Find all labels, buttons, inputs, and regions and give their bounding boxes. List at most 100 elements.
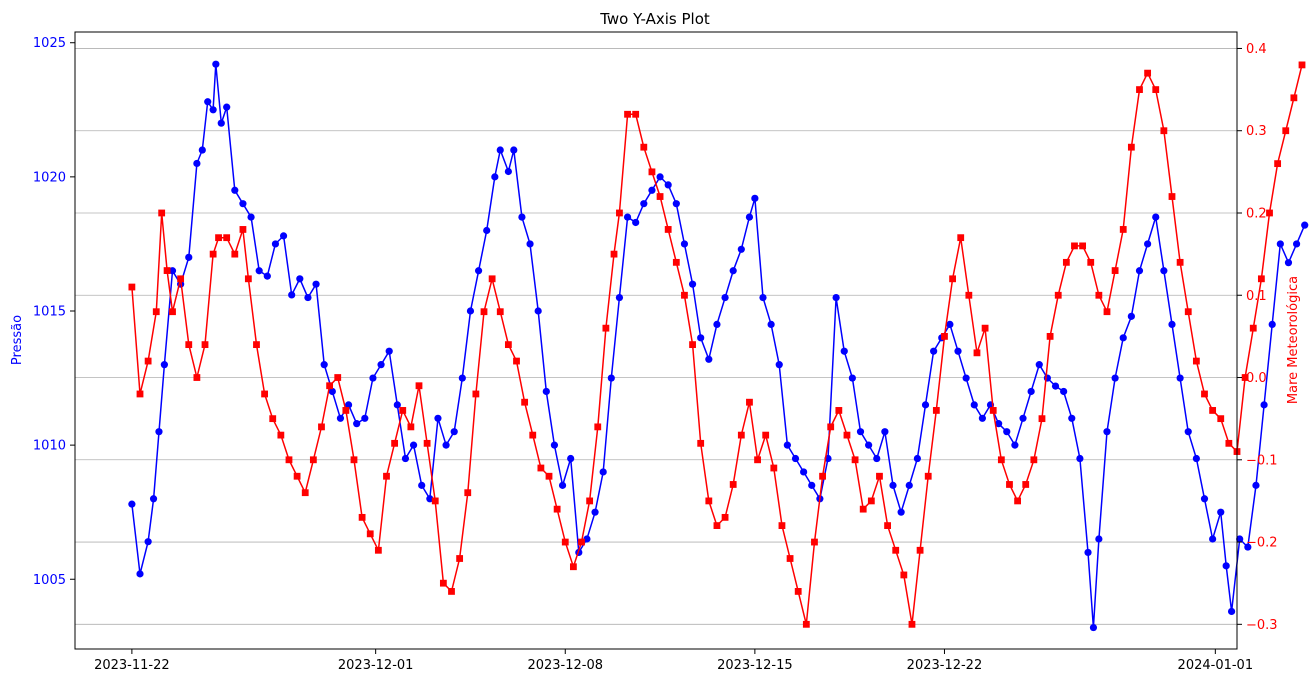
mare-point	[932, 407, 940, 414]
mare-point	[851, 456, 859, 464]
mare-point	[374, 546, 382, 554]
pressao-point	[1003, 428, 1011, 436]
mare-point	[1209, 407, 1217, 414]
mare-point	[293, 472, 301, 480]
mare-point	[1046, 332, 1054, 340]
pressao-point	[978, 414, 986, 422]
pressao-point	[783, 441, 791, 449]
mare-point	[656, 193, 664, 200]
y-right-tick-label: 0.1	[1246, 289, 1267, 304]
pressao-point	[1176, 374, 1184, 382]
mare-point	[1103, 308, 1111, 316]
mare-point	[1054, 291, 1062, 299]
mare-point	[358, 513, 366, 521]
mare-point	[672, 258, 680, 266]
mare-point	[569, 563, 577, 571]
mare-point	[586, 497, 594, 505]
mare-line	[131, 64, 1303, 625]
pressao-point	[418, 481, 426, 489]
pressao-point	[615, 293, 624, 302]
mare-point	[578, 538, 585, 546]
pressao-point	[1227, 607, 1236, 616]
mare-point	[1184, 308, 1192, 316]
mare-point	[843, 431, 851, 439]
pressao-point	[1144, 240, 1152, 248]
pressao-point	[255, 267, 263, 275]
mare-point	[261, 390, 269, 398]
x-tick-label: 2023-12-22	[907, 658, 983, 673]
pressao-point	[217, 119, 225, 127]
mare-point	[594, 423, 602, 431]
pressao-point	[672, 200, 680, 208]
mare-point	[537, 464, 545, 472]
pressao-point	[296, 275, 304, 283]
mare-point	[1201, 390, 1208, 398]
pressao-point	[970, 401, 978, 409]
mare-point	[128, 283, 136, 291]
mare-point	[185, 341, 193, 349]
pressao-point	[336, 414, 345, 422]
mare-point	[1241, 374, 1249, 381]
pressao-point	[751, 194, 759, 202]
y-right-tick-label: 0.4	[1246, 42, 1267, 57]
mare-point	[900, 571, 908, 579]
mare-point	[884, 522, 891, 529]
mare-point	[201, 341, 209, 349]
mare-point	[754, 456, 761, 464]
mare-point	[448, 588, 455, 595]
pressao-point	[688, 280, 697, 288]
mare-point	[513, 357, 520, 365]
pressao-point	[369, 374, 377, 382]
mare-point	[876, 472, 883, 480]
pressao-point	[534, 307, 542, 315]
pressao-point	[737, 245, 745, 253]
mare-point	[521, 398, 529, 406]
mare-point	[301, 489, 309, 497]
mare-point	[1290, 94, 1298, 102]
pressao-point	[913, 454, 921, 463]
mare-point	[1225, 439, 1233, 447]
pressao-point	[204, 98, 212, 106]
x-tick-label: 2023-12-01	[338, 658, 414, 673]
pressao-point	[271, 240, 280, 248]
pressao-point	[409, 441, 418, 449]
pressao-point	[1292, 240, 1301, 248]
mare-point	[464, 489, 472, 497]
pressao-point	[848, 374, 856, 382]
pressao-point	[223, 103, 231, 111]
pressao-point	[393, 401, 401, 409]
pressao-point	[155, 428, 163, 436]
mare-point	[697, 439, 705, 447]
mare-point	[1095, 291, 1103, 299]
mare-point	[640, 143, 648, 151]
mare-point	[1282, 127, 1290, 135]
pressao-point	[1035, 361, 1043, 369]
pressao-point	[344, 401, 353, 409]
pressao-point	[856, 428, 865, 436]
pressao-point	[1152, 213, 1160, 221]
mare-point	[624, 110, 631, 118]
mare-point	[746, 398, 753, 406]
mare-point	[326, 382, 334, 390]
mare-point	[1087, 258, 1095, 266]
mare-point	[277, 431, 285, 439]
mare-point	[209, 250, 217, 258]
pressao-point	[247, 213, 255, 221]
pressao-point	[434, 414, 442, 422]
mare-point	[762, 431, 770, 439]
mare-point	[1217, 415, 1225, 423]
pressao-point	[946, 320, 954, 329]
mare-point	[997, 456, 1005, 464]
pressao-point	[279, 232, 288, 240]
pressao-point	[567, 454, 575, 463]
y-right-tick-label: −0.1	[1246, 453, 1278, 468]
pressao-point	[136, 570, 144, 578]
y-axis-left-label: Pressão	[10, 315, 25, 365]
mare-point	[610, 250, 618, 258]
y-right-tick-label: 0.0	[1246, 371, 1267, 386]
mare-point	[1127, 143, 1135, 151]
mare-point	[334, 374, 342, 381]
grid-lines	[75, 48, 1237, 625]
mare-point	[989, 407, 997, 414]
mare-point	[1136, 86, 1143, 93]
